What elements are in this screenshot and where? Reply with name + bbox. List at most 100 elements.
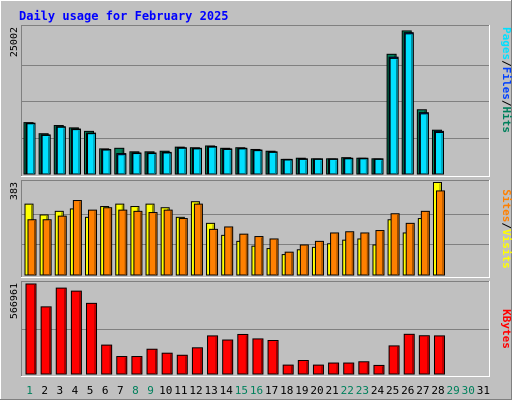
bar-body <box>70 290 82 375</box>
bar-body <box>404 33 414 175</box>
panel-kbytes: 566961 <box>9 281 490 377</box>
legend-kbytes: KBytes <box>500 309 512 349</box>
bar-kbytes-day-19 <box>297 360 309 375</box>
x-tick-label: 26 <box>401 384 414 397</box>
x-tick-label: 5 <box>87 384 94 397</box>
chart-legends: Pages/Files/Hits Sites/Visits KBytes <box>500 27 512 349</box>
bar-body <box>223 148 233 175</box>
bar-kbytes-day-23 <box>358 361 370 375</box>
legend-visits-sites: Sites/Visits <box>500 189 512 269</box>
bar-body <box>268 151 278 175</box>
panel-visits-sites: 383 <box>9 180 490 278</box>
x-tick-label: 1 <box>26 384 33 397</box>
bar-body <box>177 147 187 175</box>
bar-body <box>56 126 66 175</box>
bar-sites-day-19 <box>299 244 309 276</box>
bar-body <box>40 306 52 375</box>
x-tick-label: 8 <box>132 384 139 397</box>
bar-body <box>420 210 430 276</box>
bar-sites-day-3 <box>57 215 67 276</box>
bar-body <box>161 352 173 375</box>
x-tick-label: 14 <box>220 384 234 397</box>
bar-body <box>42 219 52 276</box>
bar-body <box>433 335 445 375</box>
bar-pages-day-20 <box>313 158 323 175</box>
bar-kbytes-day-15 <box>237 333 249 375</box>
bar-kbytes-day-13 <box>207 335 219 375</box>
legend-files-label: Files <box>500 67 512 100</box>
bar-pages-day-12 <box>192 148 202 175</box>
bar-kbytes-day-8 <box>131 356 143 375</box>
bar-body <box>116 356 128 375</box>
bar-sites-day-11 <box>178 218 188 276</box>
x-tick-label: 31 <box>477 384 490 397</box>
bar-kbytes-day-12 <box>191 347 203 375</box>
bar-kbytes-day-11 <box>176 354 188 375</box>
bar-kbytes-day-3 <box>55 287 67 375</box>
bar-kbytes-day-14 <box>222 339 234 375</box>
bar-body <box>284 251 294 276</box>
x-tick-label: 24 <box>371 384 385 397</box>
x-tick-label: 15 <box>235 384 248 397</box>
bar-sites-day-28 <box>435 190 445 276</box>
x-tick-label: 27 <box>416 384 429 397</box>
bar-pages-day-9 <box>147 153 157 175</box>
bar-body <box>147 153 157 175</box>
bar-body <box>330 232 340 276</box>
bar-kbytes-day-27 <box>418 335 430 375</box>
bar-kbytes-day-16 <box>252 338 264 375</box>
bar-body <box>328 362 340 375</box>
bar-pages-day-13 <box>208 146 218 175</box>
x-tick-label: 11 <box>174 384 187 397</box>
bar-kbytes-day-7 <box>116 356 128 375</box>
bar-body <box>329 158 339 175</box>
bar-body <box>209 228 219 276</box>
bar-sites-day-1 <box>27 219 37 276</box>
bar-body <box>434 132 444 175</box>
bar-kbytes-day-26 <box>403 333 415 375</box>
bar-sites-day-9 <box>148 212 158 276</box>
bar-body <box>297 360 309 375</box>
bar-body <box>192 148 202 175</box>
bar-body <box>344 158 354 175</box>
bar-body <box>359 158 369 175</box>
bar-sites-day-2 <box>42 219 52 276</box>
bar-body <box>343 362 355 375</box>
bar-body <box>162 152 172 175</box>
bar-pages-day-11 <box>177 147 187 175</box>
bar-sites-day-4 <box>72 200 82 276</box>
bar-body <box>86 302 98 375</box>
legend-hits-label: Hits <box>500 107 512 134</box>
bar-sites-day-21 <box>330 232 340 276</box>
bar-pages-day-21 <box>329 158 339 175</box>
bar-kbytes-day-2 <box>40 306 52 375</box>
y-max-label: 25002 <box>9 27 20 57</box>
bar-kbytes-day-4 <box>70 290 82 375</box>
bar-body <box>148 212 158 276</box>
bar-body <box>253 150 263 175</box>
bar-kbytes-day-5 <box>86 302 98 375</box>
bar-body <box>239 233 249 276</box>
bar-kbytes-day-22 <box>343 362 355 375</box>
bar-body <box>358 361 370 375</box>
bar-sites-day-8 <box>133 210 143 276</box>
bar-body <box>133 210 143 276</box>
legend-sites-label: Sites <box>500 189 512 222</box>
bar-body <box>374 158 384 175</box>
bar-kbytes-day-1 <box>25 283 37 375</box>
bar-body <box>282 364 294 375</box>
bar-sites-day-16 <box>254 236 264 276</box>
legend-hits-files-pages: Pages/Files/Hits <box>500 27 512 133</box>
bar-sites-day-20 <box>314 240 324 276</box>
legend-separator: / <box>500 100 512 107</box>
bar-pages-day-4 <box>71 129 81 175</box>
bar-pages-day-15 <box>238 148 248 175</box>
bar-body <box>208 146 218 175</box>
bar-body <box>313 158 323 175</box>
bar-body <box>298 158 308 175</box>
bar-kbytes-day-18 <box>282 364 294 375</box>
x-tick-label: 20 <box>310 384 323 397</box>
bar-body <box>71 129 81 175</box>
bar-pages-day-2 <box>41 134 51 175</box>
bar-kbytes-day-10 <box>161 352 173 375</box>
